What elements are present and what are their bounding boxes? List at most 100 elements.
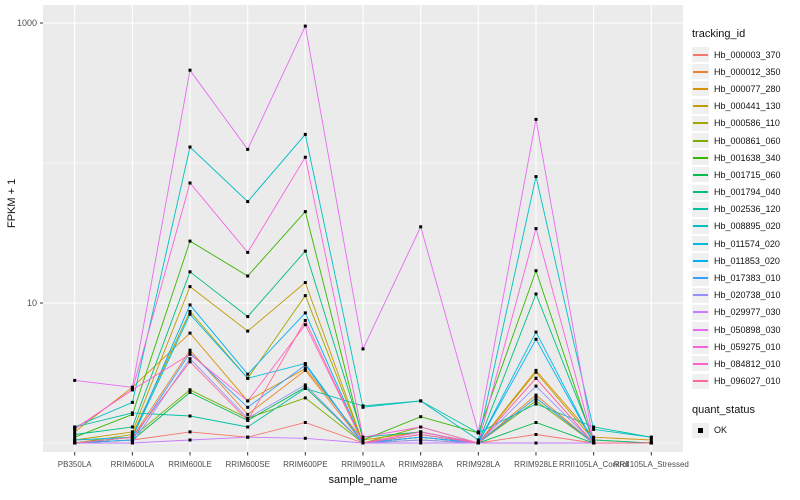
data-point[interactable] xyxy=(303,421,307,424)
data-point[interactable] xyxy=(246,315,250,319)
data-point[interactable] xyxy=(361,435,365,439)
data-point[interactable] xyxy=(534,399,538,403)
data-point[interactable] xyxy=(188,310,192,313)
data-point[interactable] xyxy=(534,370,538,374)
data-point[interactable] xyxy=(303,249,307,253)
data-point[interactable] xyxy=(534,384,538,388)
data-point[interactable] xyxy=(303,210,307,214)
data-point[interactable] xyxy=(303,436,307,440)
data-point[interactable] xyxy=(534,393,538,397)
data-point[interactable] xyxy=(419,225,423,229)
data-point[interactable] xyxy=(534,368,538,372)
data-point[interactable] xyxy=(592,435,596,439)
data-point[interactable] xyxy=(246,416,250,420)
legend-item-Hb_002536_120[interactable]: Hb_002536_120 xyxy=(692,201,798,218)
data-point[interactable] xyxy=(592,427,596,431)
data-point[interactable] xyxy=(303,387,307,390)
data-point[interactable] xyxy=(188,145,192,149)
data-point[interactable] xyxy=(73,378,77,382)
data-point[interactable] xyxy=(303,323,307,327)
legend-item-Hb_001638_340[interactable]: Hb_001638_340 xyxy=(692,149,798,166)
data-point[interactable] xyxy=(130,433,134,436)
data-point[interactable] xyxy=(303,294,307,298)
legend-item-Hb_084812_010[interactable]: Hb_084812_010 xyxy=(692,355,798,372)
data-point[interactable] xyxy=(592,438,596,442)
data-point[interactable] xyxy=(649,435,653,439)
data-point[interactable] xyxy=(534,227,538,231)
data-point[interactable] xyxy=(130,438,134,442)
data-point[interactable] xyxy=(303,311,307,315)
data-point[interactable] xyxy=(188,390,192,394)
data-point[interactable] xyxy=(188,430,192,434)
data-point[interactable] xyxy=(534,337,538,341)
data-point[interactable] xyxy=(476,441,480,445)
data-point[interactable] xyxy=(419,430,423,434)
data-point[interactable] xyxy=(246,274,250,278)
data-point[interactable] xyxy=(188,348,192,352)
data-point[interactable] xyxy=(592,425,596,429)
data-point[interactable] xyxy=(476,430,480,434)
data-point[interactable] xyxy=(419,425,423,429)
data-point[interactable] xyxy=(534,433,538,436)
data-point[interactable] xyxy=(130,400,134,404)
legend-item-Hb_011574_020[interactable]: Hb_011574_020 xyxy=(692,235,798,252)
legend-item-Hb_050898_030[interactable]: Hb_050898_030 xyxy=(692,321,798,338)
data-point[interactable] xyxy=(534,292,538,296)
data-point[interactable] xyxy=(361,347,365,351)
data-point[interactable] xyxy=(476,438,480,442)
data-point[interactable] xyxy=(303,368,307,372)
data-point[interactable] xyxy=(303,396,307,400)
legend-item-Hb_001794_040[interactable]: Hb_001794_040 xyxy=(692,184,798,201)
data-point[interactable] xyxy=(649,438,653,442)
data-point[interactable] xyxy=(419,433,423,436)
data-point[interactable] xyxy=(188,239,192,243)
legend-item-Hb_000012_350[interactable]: Hb_000012_350 xyxy=(692,63,798,80)
legend-item-Hb_011853_020[interactable]: Hb_011853_020 xyxy=(692,252,798,269)
legend-item-Hb_000586_110[interactable]: Hb_000586_110 xyxy=(692,115,798,132)
data-point[interactable] xyxy=(246,405,250,409)
data-point[interactable] xyxy=(246,250,250,254)
data-point[interactable] xyxy=(188,285,192,289)
data-point[interactable] xyxy=(188,270,192,274)
data-point[interactable] xyxy=(188,181,192,185)
data-point[interactable] xyxy=(303,367,307,371)
legend-item-Hb_020738_010[interactable]: Hb_020738_010 xyxy=(692,287,798,304)
legend-item-Hb_008895_020[interactable]: Hb_008895_020 xyxy=(692,218,798,235)
data-point[interactable] xyxy=(303,363,307,367)
data-point[interactable] xyxy=(73,430,77,434)
data-point[interactable] xyxy=(73,425,77,429)
data-point[interactable] xyxy=(534,330,538,334)
data-point[interactable] xyxy=(188,414,192,418)
data-point[interactable] xyxy=(130,425,134,429)
data-point[interactable] xyxy=(419,438,423,442)
data-point[interactable] xyxy=(73,427,77,431)
data-point[interactable] xyxy=(419,415,423,419)
data-point[interactable] xyxy=(130,430,134,434)
data-point[interactable] xyxy=(534,117,538,121)
data-point[interactable] xyxy=(303,155,307,159)
data-point[interactable] xyxy=(130,441,134,445)
data-point[interactable] xyxy=(419,399,423,403)
legend-item-Hb_017383_010[interactable]: Hb_017383_010 xyxy=(692,269,798,286)
data-point[interactable] xyxy=(246,329,250,333)
legend-item-Hb_000003_370[interactable]: Hb_000003_370 xyxy=(692,46,798,63)
legend-item-Hb_001715_060[interactable]: Hb_001715_060 xyxy=(692,166,798,183)
data-point[interactable] xyxy=(303,383,307,387)
data-point[interactable] xyxy=(188,360,192,364)
data-point[interactable] xyxy=(361,405,365,409)
data-point[interactable] xyxy=(188,68,192,72)
data-point[interactable] xyxy=(534,175,538,179)
data-point[interactable] xyxy=(246,376,250,380)
data-point[interactable] xyxy=(73,435,77,439)
data-point[interactable] xyxy=(246,147,250,151)
data-point[interactable] xyxy=(130,435,134,439)
data-point[interactable] xyxy=(188,312,192,316)
data-point[interactable] xyxy=(188,388,192,392)
data-point[interactable] xyxy=(649,441,653,445)
data-point[interactable] xyxy=(246,399,250,403)
legend-item-Hb_000077_280[interactable]: Hb_000077_280 xyxy=(692,80,798,97)
data-point[interactable] xyxy=(246,435,250,439)
data-point[interactable] xyxy=(534,269,538,273)
data-point[interactable] xyxy=(361,441,365,445)
data-point[interactable] xyxy=(246,412,250,416)
